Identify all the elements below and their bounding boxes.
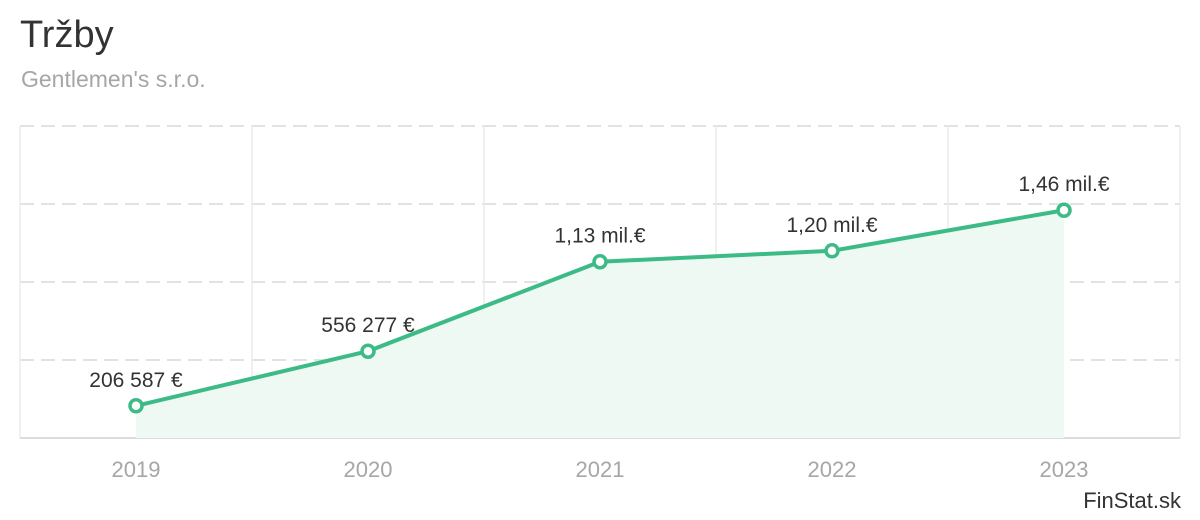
data-label: 1,13 mil.€ <box>554 225 645 248</box>
data-point[interactable] <box>824 243 840 259</box>
x-tick-label: 2022 <box>808 457 857 482</box>
data-labels: 206 587 € 556 277 € 1,13 mil.€ 1,20 mil.€ 1,… <box>89 173 1110 392</box>
chart-subtitle: Gentlemen's s.r.o. <box>21 66 206 92</box>
data-point[interactable] <box>1056 202 1072 218</box>
x-tick-label: 2019 <box>112 457 161 482</box>
chart-title: Tržby <box>20 14 114 56</box>
x-axis-ticks: 2019 2020 2021 2022 2023 <box>112 457 1089 482</box>
data-label: 206 587 € <box>89 369 183 392</box>
data-point[interactable] <box>360 343 376 359</box>
data-label: 1,20 mil.€ <box>786 214 877 237</box>
data-points <box>128 202 1072 414</box>
data-label: 1,46 mil.€ <box>1018 173 1109 196</box>
x-tick-label: 2023 <box>1040 457 1089 482</box>
area-fill <box>136 210 1064 438</box>
data-label: 556 277 € <box>321 314 415 337</box>
x-tick-label: 2020 <box>344 457 393 482</box>
data-point[interactable] <box>128 398 144 414</box>
data-point[interactable] <box>592 253 608 270</box>
source-credit[interactable]: FinStat.sk <box>1083 488 1181 513</box>
x-tick-label: 2021 <box>576 457 625 482</box>
